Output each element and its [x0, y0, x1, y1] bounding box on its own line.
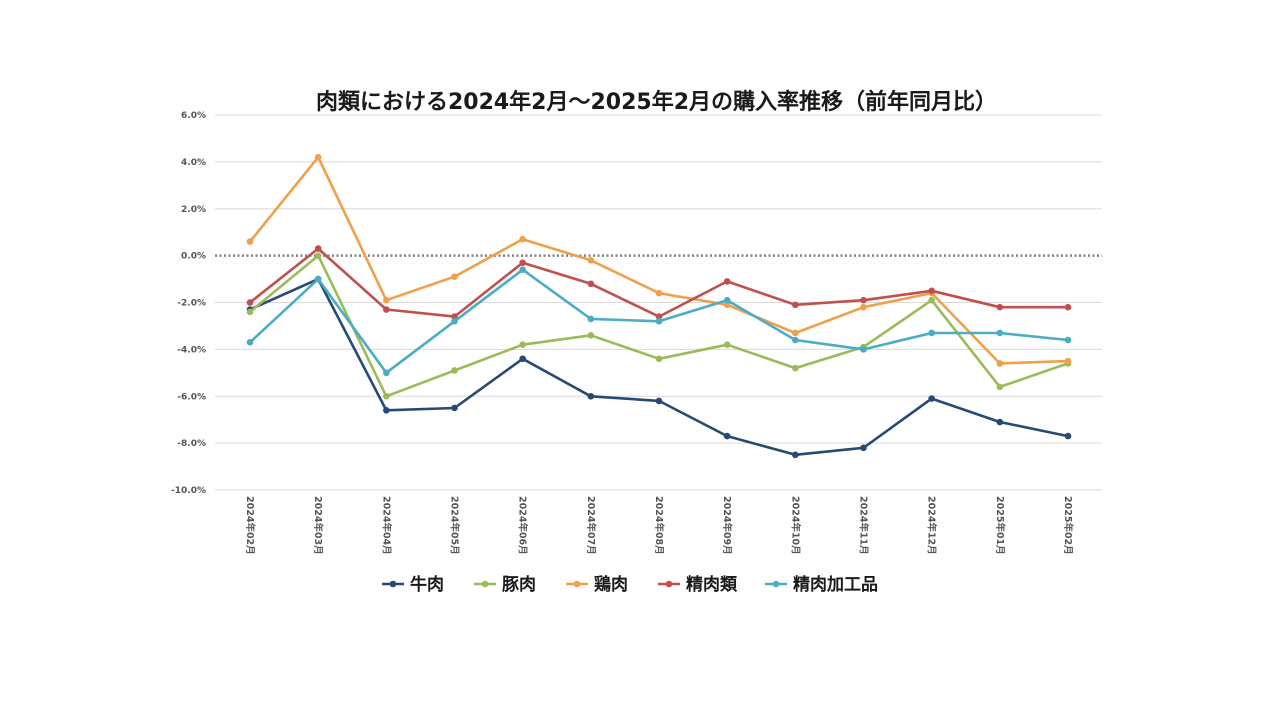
x-tick-label: 2024年02月: [244, 496, 256, 555]
data-point: [1064, 336, 1072, 344]
x-tick-label: 2025年02月: [1062, 496, 1074, 555]
x-tick-label: 2024年03月: [312, 496, 324, 555]
x-tick-label: 2024年04月: [380, 496, 392, 555]
data-point: [451, 313, 458, 320]
data-point: [451, 404, 458, 412]
x-tick-label: 2024年08月: [653, 496, 665, 555]
data-point: [996, 329, 1004, 337]
data-point: [451, 317, 458, 325]
x-tick-label: 2025年01月: [994, 496, 1006, 555]
y-tick-label: -2.0%: [177, 299, 206, 309]
data-point: [928, 287, 935, 295]
legend-swatch-marker: [573, 580, 581, 588]
y-tick-label: -6.0%: [177, 392, 206, 402]
legend-swatch-marker: [772, 580, 780, 588]
data-point: [1064, 432, 1072, 440]
data-point: [519, 341, 526, 348]
data-point: [383, 392, 390, 400]
data-point: [723, 432, 731, 440]
data-point: [383, 306, 390, 313]
data-point: [314, 275, 322, 283]
data-point: [246, 238, 254, 245]
data-point: [519, 235, 526, 243]
x-tick-label: 2024年12月: [926, 496, 938, 555]
data-point: [383, 369, 390, 377]
data-point: [519, 259, 526, 266]
x-tick-label: 2024年05月: [449, 496, 461, 555]
data-point: [451, 273, 458, 281]
data-point: [246, 308, 254, 316]
data-point: [723, 301, 731, 309]
data-point: [928, 296, 935, 304]
data-point: [587, 315, 595, 323]
y-tick-label: -4.0%: [177, 345, 206, 355]
x-tick-label: 2024年09月: [721, 496, 733, 555]
y-tick-label: -10.0%: [171, 486, 206, 496]
data-point: [792, 451, 799, 459]
x-tick-label: 2024年11月: [858, 496, 870, 555]
y-tick-label: 4.0%: [181, 158, 206, 168]
y-tick-label: 0.0%: [181, 252, 206, 262]
data-point: [860, 303, 867, 311]
y-tick-label: 2.0%: [181, 205, 206, 215]
legend-label: 精肉加工品: [793, 574, 878, 595]
data-point: [451, 367, 458, 374]
legend-swatch-marker: [481, 580, 489, 588]
chart-title: 肉類における2024年2月～2025年2月の購入率推移（前年同月比）: [315, 90, 998, 115]
data-point: [587, 332, 595, 339]
legend-label: 鶏肉: [594, 574, 628, 595]
data-point: [1064, 303, 1072, 311]
data-point: [587, 392, 595, 400]
series-line: [248, 254, 1070, 398]
data-point: [314, 153, 322, 161]
data-point: [383, 296, 390, 304]
legend-label: 精肉類: [686, 574, 738, 595]
data-point: [655, 313, 663, 320]
data-point: [655, 355, 663, 363]
data-point: [246, 339, 254, 346]
data-point: [723, 341, 731, 348]
data-point: [928, 395, 935, 402]
data-point: [792, 329, 799, 337]
data-point: [1064, 357, 1072, 365]
y-tick-label: 6.0%: [181, 111, 206, 121]
data-point: [246, 299, 254, 306]
legend-label: 豚肉: [502, 574, 536, 595]
data-point: [723, 278, 731, 285]
data-point: [860, 296, 867, 304]
data-point: [792, 336, 799, 344]
y-tick-label: -8.0%: [177, 439, 206, 449]
data-point: [519, 266, 526, 273]
legend-swatch-marker: [389, 580, 397, 588]
data-point: [860, 346, 867, 353]
data-point: [792, 301, 799, 309]
legend-label: 牛肉: [410, 574, 444, 595]
data-point: [928, 329, 935, 337]
x-tick-label: 2024年06月: [517, 496, 529, 555]
x-tick-label: 2024年10月: [789, 496, 801, 555]
legend-swatch-marker: [665, 580, 673, 588]
data-point: [314, 252, 322, 259]
data-point: [314, 245, 322, 252]
data-point: [996, 303, 1004, 311]
data-point: [860, 444, 867, 452]
data-point: [655, 289, 663, 297]
data-point: [996, 383, 1004, 391]
data-point: [723, 296, 731, 304]
data-point: [587, 257, 595, 264]
x-tick-label: 2024年07月: [585, 496, 597, 555]
data-point: [383, 407, 390, 414]
data-point: [792, 364, 799, 372]
data-point: [587, 280, 595, 288]
data-point: [655, 317, 663, 325]
data-point: [655, 397, 663, 405]
data-point: [996, 418, 1004, 426]
data-point: [996, 360, 1004, 367]
data-point: [519, 355, 526, 363]
